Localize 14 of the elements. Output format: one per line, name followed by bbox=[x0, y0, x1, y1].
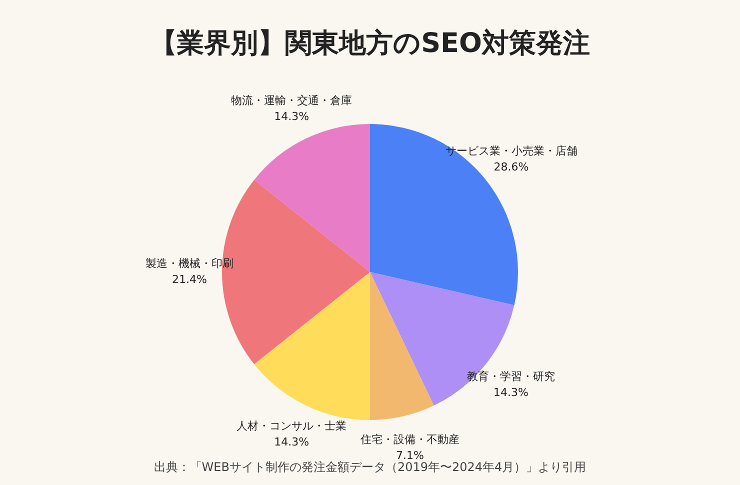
source-note: 出典：「WEBサイト制作の発注金額データ（2019年〜2024年4月）」より引用 bbox=[154, 460, 586, 474]
slice-label: サービス業・小売業・店舗 bbox=[445, 144, 578, 158]
data-label: 7.1% bbox=[396, 448, 424, 462]
chart-title: 【業界別】関東地方のSEO対策発注 bbox=[150, 28, 590, 60]
data-label: 14.3% bbox=[274, 436, 310, 449]
slice-label: 製造・機械・印刷 bbox=[145, 256, 234, 270]
data-label: 14.3% bbox=[493, 386, 528, 399]
slice-label: 物流・運輸・交通・倉庫 bbox=[231, 94, 352, 108]
data-label: 21.4% bbox=[172, 272, 207, 286]
data-label: 14.3% bbox=[274, 110, 310, 124]
slice-label: 教育・学習・研究 bbox=[466, 370, 555, 383]
slice-label: 人材・コンサル・士業 bbox=[236, 420, 347, 433]
data-label: 28.6% bbox=[494, 160, 529, 174]
slice-label: 住宅・設備・不動産 bbox=[360, 432, 460, 446]
